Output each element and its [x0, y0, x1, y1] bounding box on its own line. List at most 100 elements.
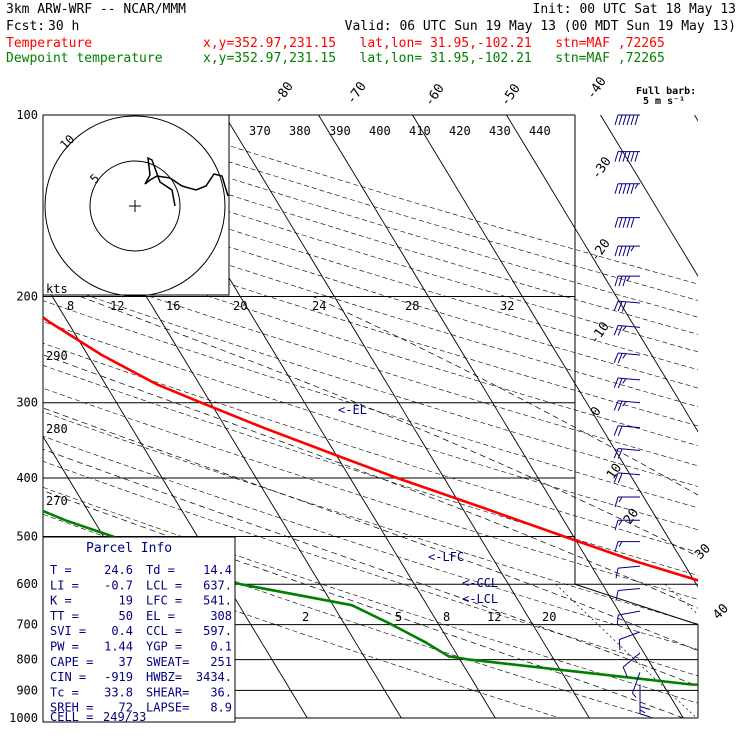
barb-flag: [617, 472, 623, 484]
barb-flag: [634, 151, 639, 162]
barb-flag: [634, 114, 639, 126]
adiabat-label: 270: [46, 494, 68, 508]
barb-flag: [613, 300, 619, 311]
parcel-param-label: SWEAT=: [146, 655, 189, 669]
barb-flag: [626, 217, 631, 228]
isotherm-line: [694, 115, 698, 122]
temperature-tick-label: -60: [422, 81, 448, 109]
parcel-param-label: SREH =: [50, 701, 93, 715]
wind-barb: [614, 519, 640, 531]
parcel-param-value: 3434.: [196, 670, 232, 684]
temperature-tick-label: -80: [271, 79, 297, 107]
barb-flag: [615, 567, 619, 579]
parcel-param-label: LAPSE=: [146, 701, 189, 715]
barb-flag: [613, 400, 619, 411]
barb-flag: [613, 472, 619, 483]
wind-barb: [614, 114, 640, 126]
barb-flag: [630, 151, 635, 162]
moist-adiabat-line: [312, 296, 698, 496]
parcel-param-label: PW =: [50, 640, 79, 654]
barb-flag: [639, 713, 651, 718]
parcel-param-value: 24.6: [104, 563, 133, 577]
parcel-param-value: 8.9: [210, 701, 232, 715]
parcel-param-label: TT =: [50, 609, 79, 623]
parcel-param-value: 19: [119, 594, 133, 608]
dry-adiabat-line: [43, 185, 698, 389]
wind-barb: [639, 684, 651, 711]
barb-flag: [614, 183, 619, 194]
temperature-tick-label: -30: [589, 154, 615, 182]
barb-shaft: [618, 565, 641, 569]
isotherm-line: [43, 124, 402, 719]
forecast-hour: 30 h: [48, 19, 80, 34]
parcel-param-label: Tc =: [50, 685, 79, 699]
barb-flag: [617, 378, 623, 389]
init-time: Init: 00 UTC Sat 18 May 13: [532, 2, 737, 17]
barb-flag: [621, 301, 627, 312]
mixing-ratio-label: 8: [443, 610, 450, 624]
parcel-param-value: 33.8: [104, 685, 133, 699]
hodograph-units: kts: [46, 282, 68, 296]
mixing-ratio-line: [725, 584, 740, 718]
theta-label: 410: [409, 124, 431, 138]
wind-barb: [613, 448, 641, 459]
wind-barbs: [613, 114, 651, 718]
barb-shaft: [618, 588, 641, 591]
wind-barb: [615, 588, 641, 601]
parcel-param-label: Td =: [146, 563, 175, 577]
temperature-tick-label: -10: [587, 319, 613, 347]
wind-barb: [614, 183, 640, 194]
dry-adiabat-line: [43, 387, 698, 600]
parcel-param-value: 1.44: [104, 640, 133, 654]
cell-label: CELL =: [50, 710, 93, 724]
pressure-label-100: 100: [16, 108, 38, 122]
parcel-param-value: -919: [104, 670, 133, 684]
isotherm-line: [318, 115, 684, 719]
wind-barb: [614, 151, 640, 162]
barb-flag: [630, 114, 635, 126]
temperature-tick-label: 0: [588, 404, 605, 419]
parcel-param-label: K =: [50, 594, 72, 608]
pressure-label-300: 300: [16, 396, 38, 410]
parcel-param-label: CCL =: [146, 624, 182, 638]
barb-flag: [639, 706, 651, 711]
theta-label: 420: [449, 124, 471, 138]
pressure-label-200: 200: [16, 290, 38, 304]
adiabat-label: 290: [46, 349, 68, 363]
theta-label: 440: [529, 124, 551, 138]
barb-flag: [614, 151, 619, 162]
wind-barb: [613, 425, 641, 436]
parcel-param-value: 308: [210, 609, 232, 623]
barb-shaft: [622, 652, 641, 668]
parcel-param-value: 597.: [203, 624, 232, 638]
dewpoint-series-name: Dewpoint temperature: [6, 51, 163, 66]
parcel-param-value: 0.4: [111, 624, 133, 638]
barb-flag: [618, 520, 623, 526]
barb-flag: [630, 217, 635, 228]
pressure-label-600: 600: [16, 577, 38, 591]
barb-flag: [617, 353, 623, 364]
sounding-series: [43, 315, 698, 686]
barb-flag: [618, 541, 623, 547]
temperature-tick-label: 40: [710, 601, 732, 623]
dewpoint-series-location: x,y=352.97,231.15 lat,lon= 31.95,-102.21…: [203, 51, 665, 66]
adiabat-label: 280: [46, 422, 68, 436]
wind-barb: [622, 652, 641, 677]
parcel-param-label: EL =: [146, 609, 175, 623]
forecast-label: Fcst:: [6, 19, 46, 34]
barb-flag: [615, 590, 619, 601]
barb-flag: [622, 245, 627, 257]
level-annotation: <-EL: [338, 403, 367, 417]
wind-barb: [614, 245, 640, 257]
barb-flag: [617, 301, 623, 312]
temperature-tick-label: -50: [498, 81, 524, 109]
parcel-param-label: LFC =: [146, 594, 182, 608]
temperature-tick-label: 10: [604, 461, 625, 482]
barb-flag: [614, 245, 619, 257]
parcel-param-value: 0.1: [210, 640, 232, 654]
barb-flag: [614, 541, 619, 552]
barb-flag: [622, 401, 627, 407]
pressure-label-900: 900: [16, 683, 38, 697]
mixing-ratio-label: 12: [487, 610, 501, 624]
